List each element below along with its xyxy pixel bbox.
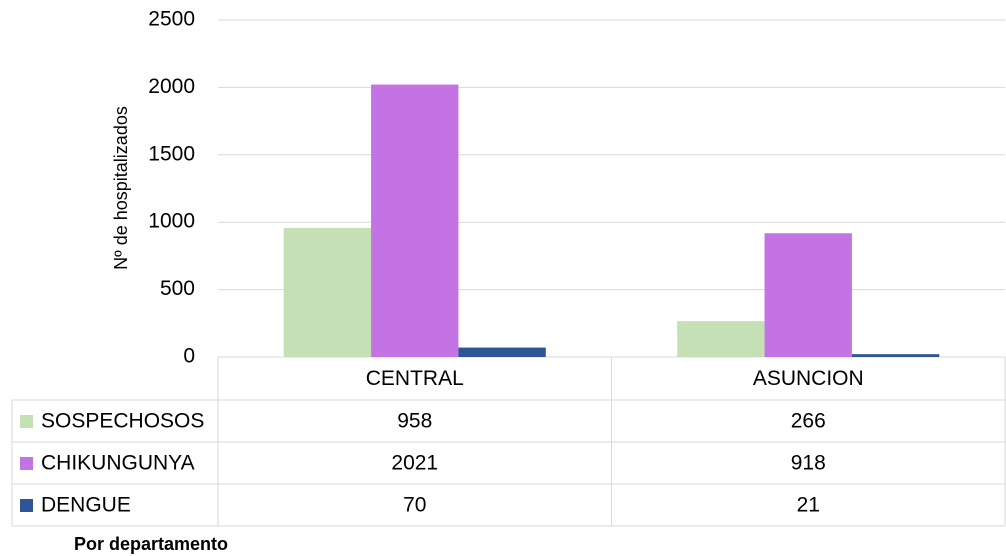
y-tick-label: 500 — [160, 277, 195, 300]
legend-label: DENGUE — [41, 494, 131, 517]
y-axis-label: Nº de hospitalizados — [111, 106, 131, 270]
x-tick-label: ASUNCION — [753, 367, 864, 390]
caption: Por departamento — [74, 534, 228, 554]
table-value: 21 — [797, 494, 820, 517]
legend-label: SOSPECHOSOS — [41, 410, 204, 433]
legend-swatch — [20, 457, 33, 470]
table-value: 70 — [403, 494, 426, 517]
bar — [458, 347, 546, 357]
y-tick-label: 1000 — [148, 210, 195, 233]
y-tick-label: 2500 — [148, 8, 195, 31]
table-value: 918 — [791, 452, 826, 475]
y-tick-label: 0 — [183, 345, 195, 368]
bar — [371, 84, 459, 357]
table-value: 266 — [791, 410, 826, 433]
table-value: 958 — [397, 410, 432, 433]
y-tick-label: 2000 — [148, 75, 195, 98]
bar — [677, 321, 765, 357]
bar — [851, 354, 940, 357]
bar — [283, 227, 372, 357]
bar — [764, 233, 852, 357]
legend-label: CHIKUNGUNYA — [41, 452, 195, 475]
y-tick-label: 1500 — [148, 142, 195, 165]
x-tick-label: CENTRAL — [366, 367, 464, 390]
table-value: 2021 — [391, 452, 438, 475]
legend-swatch — [20, 499, 33, 512]
legend-swatch — [20, 415, 33, 428]
